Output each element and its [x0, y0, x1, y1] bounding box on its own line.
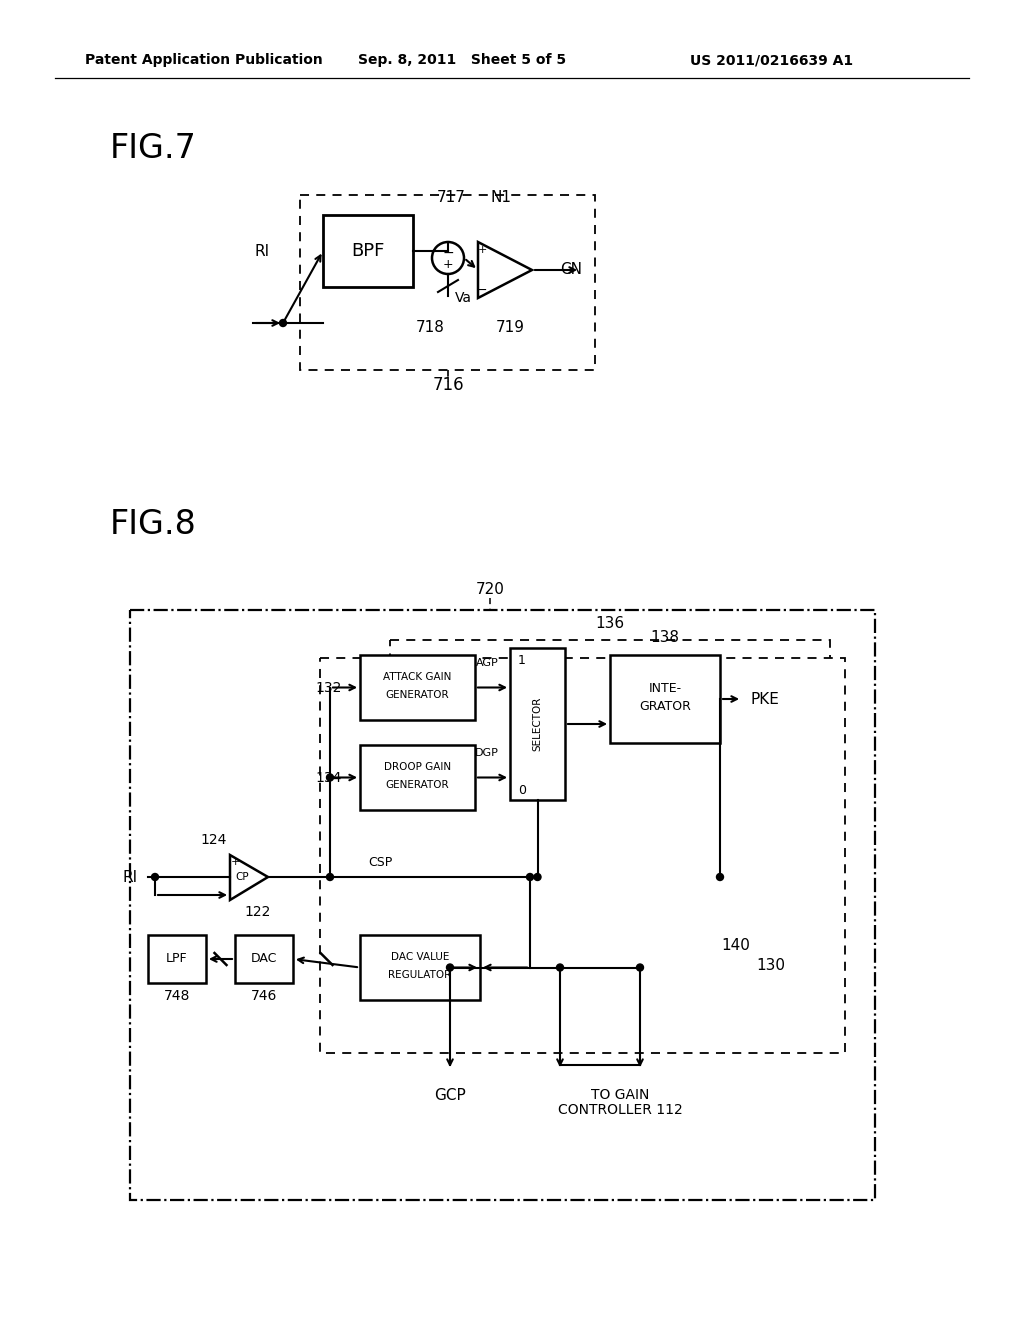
Text: 746: 746 — [251, 989, 278, 1003]
Text: GENERATOR: GENERATOR — [386, 780, 450, 791]
Text: US 2011/0216639 A1: US 2011/0216639 A1 — [690, 53, 853, 67]
Bar — [319, 657, 845, 1053]
Text: TO GAIN: TO GAIN — [591, 1088, 649, 1102]
Circle shape — [152, 874, 159, 880]
Text: BPF: BPF — [351, 242, 385, 260]
Text: FIG.7: FIG.7 — [110, 132, 197, 165]
Circle shape — [534, 874, 541, 880]
Text: GENERATOR: GENERATOR — [386, 690, 450, 701]
Circle shape — [637, 964, 643, 972]
Text: REGULATOR: REGULATOR — [388, 970, 452, 981]
Circle shape — [280, 319, 287, 326]
Bar — [130, 610, 874, 1200]
Bar — [360, 935, 480, 1001]
Text: GRATOR: GRATOR — [639, 701, 691, 714]
Text: DAC: DAC — [251, 953, 278, 965]
Text: 718: 718 — [416, 321, 444, 335]
Circle shape — [526, 874, 534, 880]
Bar — [360, 744, 475, 810]
Bar — [234, 935, 293, 983]
Text: CN: CN — [560, 263, 582, 277]
Bar — [360, 655, 475, 719]
Text: PKE: PKE — [750, 692, 779, 706]
Text: GCP: GCP — [434, 1088, 466, 1102]
Text: ATTACK GAIN: ATTACK GAIN — [383, 672, 452, 682]
Text: DAC VALUE: DAC VALUE — [391, 953, 450, 962]
Text: DGP: DGP — [475, 748, 499, 758]
Text: RI: RI — [255, 244, 270, 260]
Text: 122: 122 — [245, 906, 271, 919]
Text: 717: 717 — [437, 190, 466, 205]
Text: 136: 136 — [595, 615, 625, 631]
Text: LPF: LPF — [166, 953, 187, 965]
Text: SELECTOR: SELECTOR — [532, 697, 543, 751]
Text: CONTROLLER 112: CONTROLLER 112 — [558, 1104, 682, 1117]
Circle shape — [327, 874, 334, 880]
Text: N1: N1 — [490, 190, 511, 205]
Text: −: − — [442, 246, 454, 260]
Text: 748: 748 — [164, 989, 190, 1003]
Bar — [510, 648, 565, 800]
Text: +: + — [230, 857, 240, 867]
Text: Va: Va — [455, 290, 472, 305]
Bar — [300, 195, 595, 370]
Text: 1: 1 — [518, 653, 526, 667]
Text: AGP: AGP — [475, 657, 499, 668]
Text: 719: 719 — [496, 321, 524, 335]
Text: 138: 138 — [650, 631, 680, 645]
Text: RI: RI — [123, 870, 138, 884]
Text: +: + — [477, 246, 486, 255]
Text: 720: 720 — [475, 582, 505, 598]
Bar — [390, 640, 830, 909]
Text: 0: 0 — [518, 784, 526, 796]
Text: CSP: CSP — [368, 855, 392, 869]
Circle shape — [717, 874, 724, 880]
Bar — [610, 655, 720, 743]
Circle shape — [556, 964, 563, 972]
Text: 132: 132 — [315, 681, 342, 696]
Text: −: − — [477, 284, 487, 297]
Text: 140: 140 — [721, 937, 750, 953]
Text: +: + — [442, 257, 454, 271]
Text: 716: 716 — [432, 376, 464, 393]
Text: 130: 130 — [756, 957, 785, 973]
Text: 134: 134 — [315, 771, 342, 785]
Text: Patent Application Publication: Patent Application Publication — [85, 53, 323, 67]
Text: Sep. 8, 2011   Sheet 5 of 5: Sep. 8, 2011 Sheet 5 of 5 — [358, 53, 566, 67]
Text: DROOP GAIN: DROOP GAIN — [384, 763, 451, 772]
Text: 124: 124 — [201, 833, 227, 847]
Text: CP: CP — [236, 873, 250, 882]
Text: INTE-: INTE- — [648, 682, 682, 696]
Bar — [323, 215, 413, 286]
Bar — [148, 935, 206, 983]
Circle shape — [446, 964, 454, 972]
Text: FIG.8: FIG.8 — [110, 508, 197, 541]
Circle shape — [327, 774, 334, 781]
